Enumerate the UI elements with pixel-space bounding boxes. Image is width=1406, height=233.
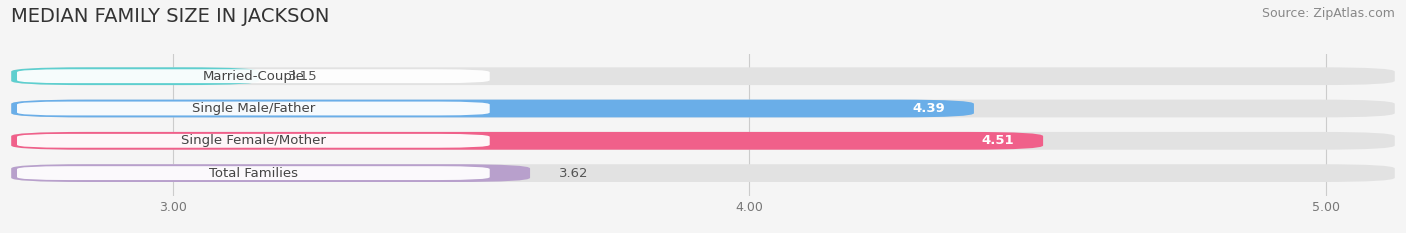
FancyBboxPatch shape — [11, 100, 1395, 117]
Text: Married-Couple: Married-Couple — [202, 70, 304, 83]
Text: Single Female/Mother: Single Female/Mother — [181, 134, 326, 147]
Text: Source: ZipAtlas.com: Source: ZipAtlas.com — [1261, 7, 1395, 20]
FancyBboxPatch shape — [11, 164, 530, 182]
FancyBboxPatch shape — [11, 100, 974, 117]
Text: Single Male/Father: Single Male/Father — [191, 102, 315, 115]
Text: 4.39: 4.39 — [912, 102, 945, 115]
Text: 4.51: 4.51 — [981, 134, 1014, 147]
FancyBboxPatch shape — [17, 102, 489, 115]
FancyBboxPatch shape — [11, 132, 1043, 150]
FancyBboxPatch shape — [11, 164, 1395, 182]
FancyBboxPatch shape — [11, 67, 1395, 85]
FancyBboxPatch shape — [17, 134, 489, 148]
FancyBboxPatch shape — [11, 67, 259, 85]
Text: MEDIAN FAMILY SIZE IN JACKSON: MEDIAN FAMILY SIZE IN JACKSON — [11, 7, 329, 26]
Text: 3.15: 3.15 — [288, 70, 318, 83]
Text: Total Families: Total Families — [209, 167, 298, 180]
FancyBboxPatch shape — [11, 132, 1395, 150]
Text: 3.62: 3.62 — [560, 167, 588, 180]
FancyBboxPatch shape — [17, 69, 489, 83]
FancyBboxPatch shape — [17, 166, 489, 180]
